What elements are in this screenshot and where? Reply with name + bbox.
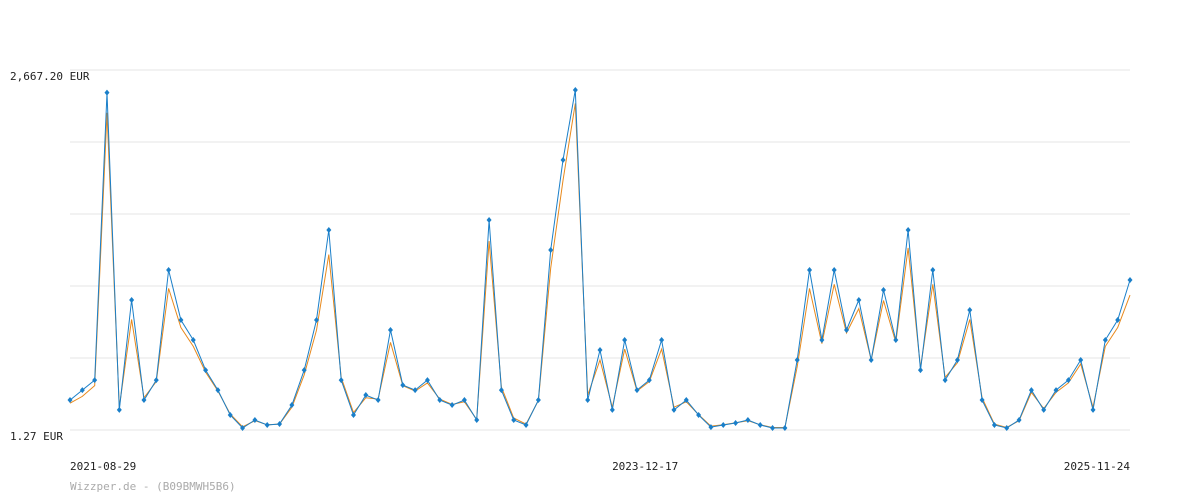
price-point [523, 422, 529, 429]
price-point [733, 420, 739, 427]
price-line [69, 89, 1131, 429]
price-point [363, 392, 369, 399]
price-point [535, 397, 541, 404]
price-point [141, 397, 147, 404]
price-point [831, 267, 837, 274]
price-point [757, 422, 763, 429]
price-point [770, 425, 776, 432]
price-point [79, 387, 85, 394]
price-point [511, 417, 517, 424]
price-point [585, 397, 591, 404]
price-point [412, 387, 418, 394]
price-point [917, 367, 923, 374]
price-point [92, 377, 98, 384]
price-point [227, 412, 233, 419]
price-point [634, 387, 640, 394]
price-point [782, 425, 788, 432]
footer: Wizzper.de - (B09BMWH5B6) [70, 480, 236, 493]
price-point [560, 156, 566, 163]
price-point [1090, 406, 1096, 413]
y-tick-label: 1.27 EUR [10, 430, 63, 443]
price-point [930, 267, 936, 274]
price-point [967, 306, 973, 313]
price-point [856, 296, 862, 303]
price-point [301, 367, 307, 374]
price-point [326, 227, 332, 234]
price-point [1115, 316, 1121, 323]
price-point [104, 89, 110, 96]
price-point [116, 406, 122, 413]
price-point [794, 356, 800, 363]
price-point [240, 425, 246, 432]
price-point [671, 406, 677, 413]
price-point [437, 397, 443, 404]
price-point [646, 377, 652, 384]
price-point [954, 356, 960, 363]
price-point [905, 227, 911, 234]
price-point [178, 316, 184, 323]
price-point [474, 417, 480, 424]
price-point [622, 336, 628, 343]
price-point [129, 296, 135, 303]
price-point [215, 387, 221, 394]
x-tick-label: 2021-08-29 [70, 460, 136, 473]
price-point [597, 346, 603, 353]
price-point [696, 412, 702, 419]
price-point [289, 402, 295, 409]
price-point [548, 247, 554, 254]
price-point [1041, 406, 1047, 413]
price-point [461, 397, 467, 404]
y-tick-label: 2,667.20 EUR [10, 70, 90, 83]
price-point [350, 412, 356, 419]
price-point [1004, 425, 1010, 432]
price-point [387, 326, 393, 333]
price-point [1102, 336, 1108, 343]
price-point [314, 316, 320, 323]
price-point [67, 397, 73, 404]
price-point [338, 377, 344, 384]
price-point [942, 377, 948, 384]
price-point [190, 336, 196, 343]
price-point [264, 422, 270, 429]
price-point [486, 217, 492, 224]
price-point [893, 336, 899, 343]
price-point [153, 377, 159, 384]
price-point [166, 267, 172, 274]
price-point [720, 422, 726, 429]
price-point [1028, 387, 1034, 394]
price-point [1016, 417, 1022, 424]
price-point [1078, 356, 1084, 363]
price-point [844, 326, 850, 333]
x-tick-label: 2025-11-24 [1064, 460, 1131, 473]
price-point [1127, 277, 1133, 284]
price-point [745, 417, 751, 424]
price-point [880, 287, 886, 294]
price-point [277, 420, 283, 427]
price-point [683, 397, 689, 404]
price-point [819, 336, 825, 343]
x-tick-label: 2023-12-17 [612, 460, 678, 473]
price-point [979, 397, 985, 404]
price-point [252, 417, 258, 424]
price-point [375, 397, 381, 404]
price-point [659, 336, 665, 343]
price-point [991, 422, 997, 429]
price-point [498, 387, 504, 394]
price-point [400, 382, 406, 389]
price-point [203, 367, 209, 374]
price-point [609, 406, 615, 413]
price-line [69, 103, 1131, 429]
price-point [572, 87, 578, 94]
price-point [424, 377, 430, 384]
price-point [1053, 387, 1059, 394]
price-point [868, 356, 874, 363]
price-point [449, 402, 455, 409]
price-point [1065, 377, 1071, 384]
price-point [807, 267, 813, 274]
price-point [708, 424, 714, 431]
